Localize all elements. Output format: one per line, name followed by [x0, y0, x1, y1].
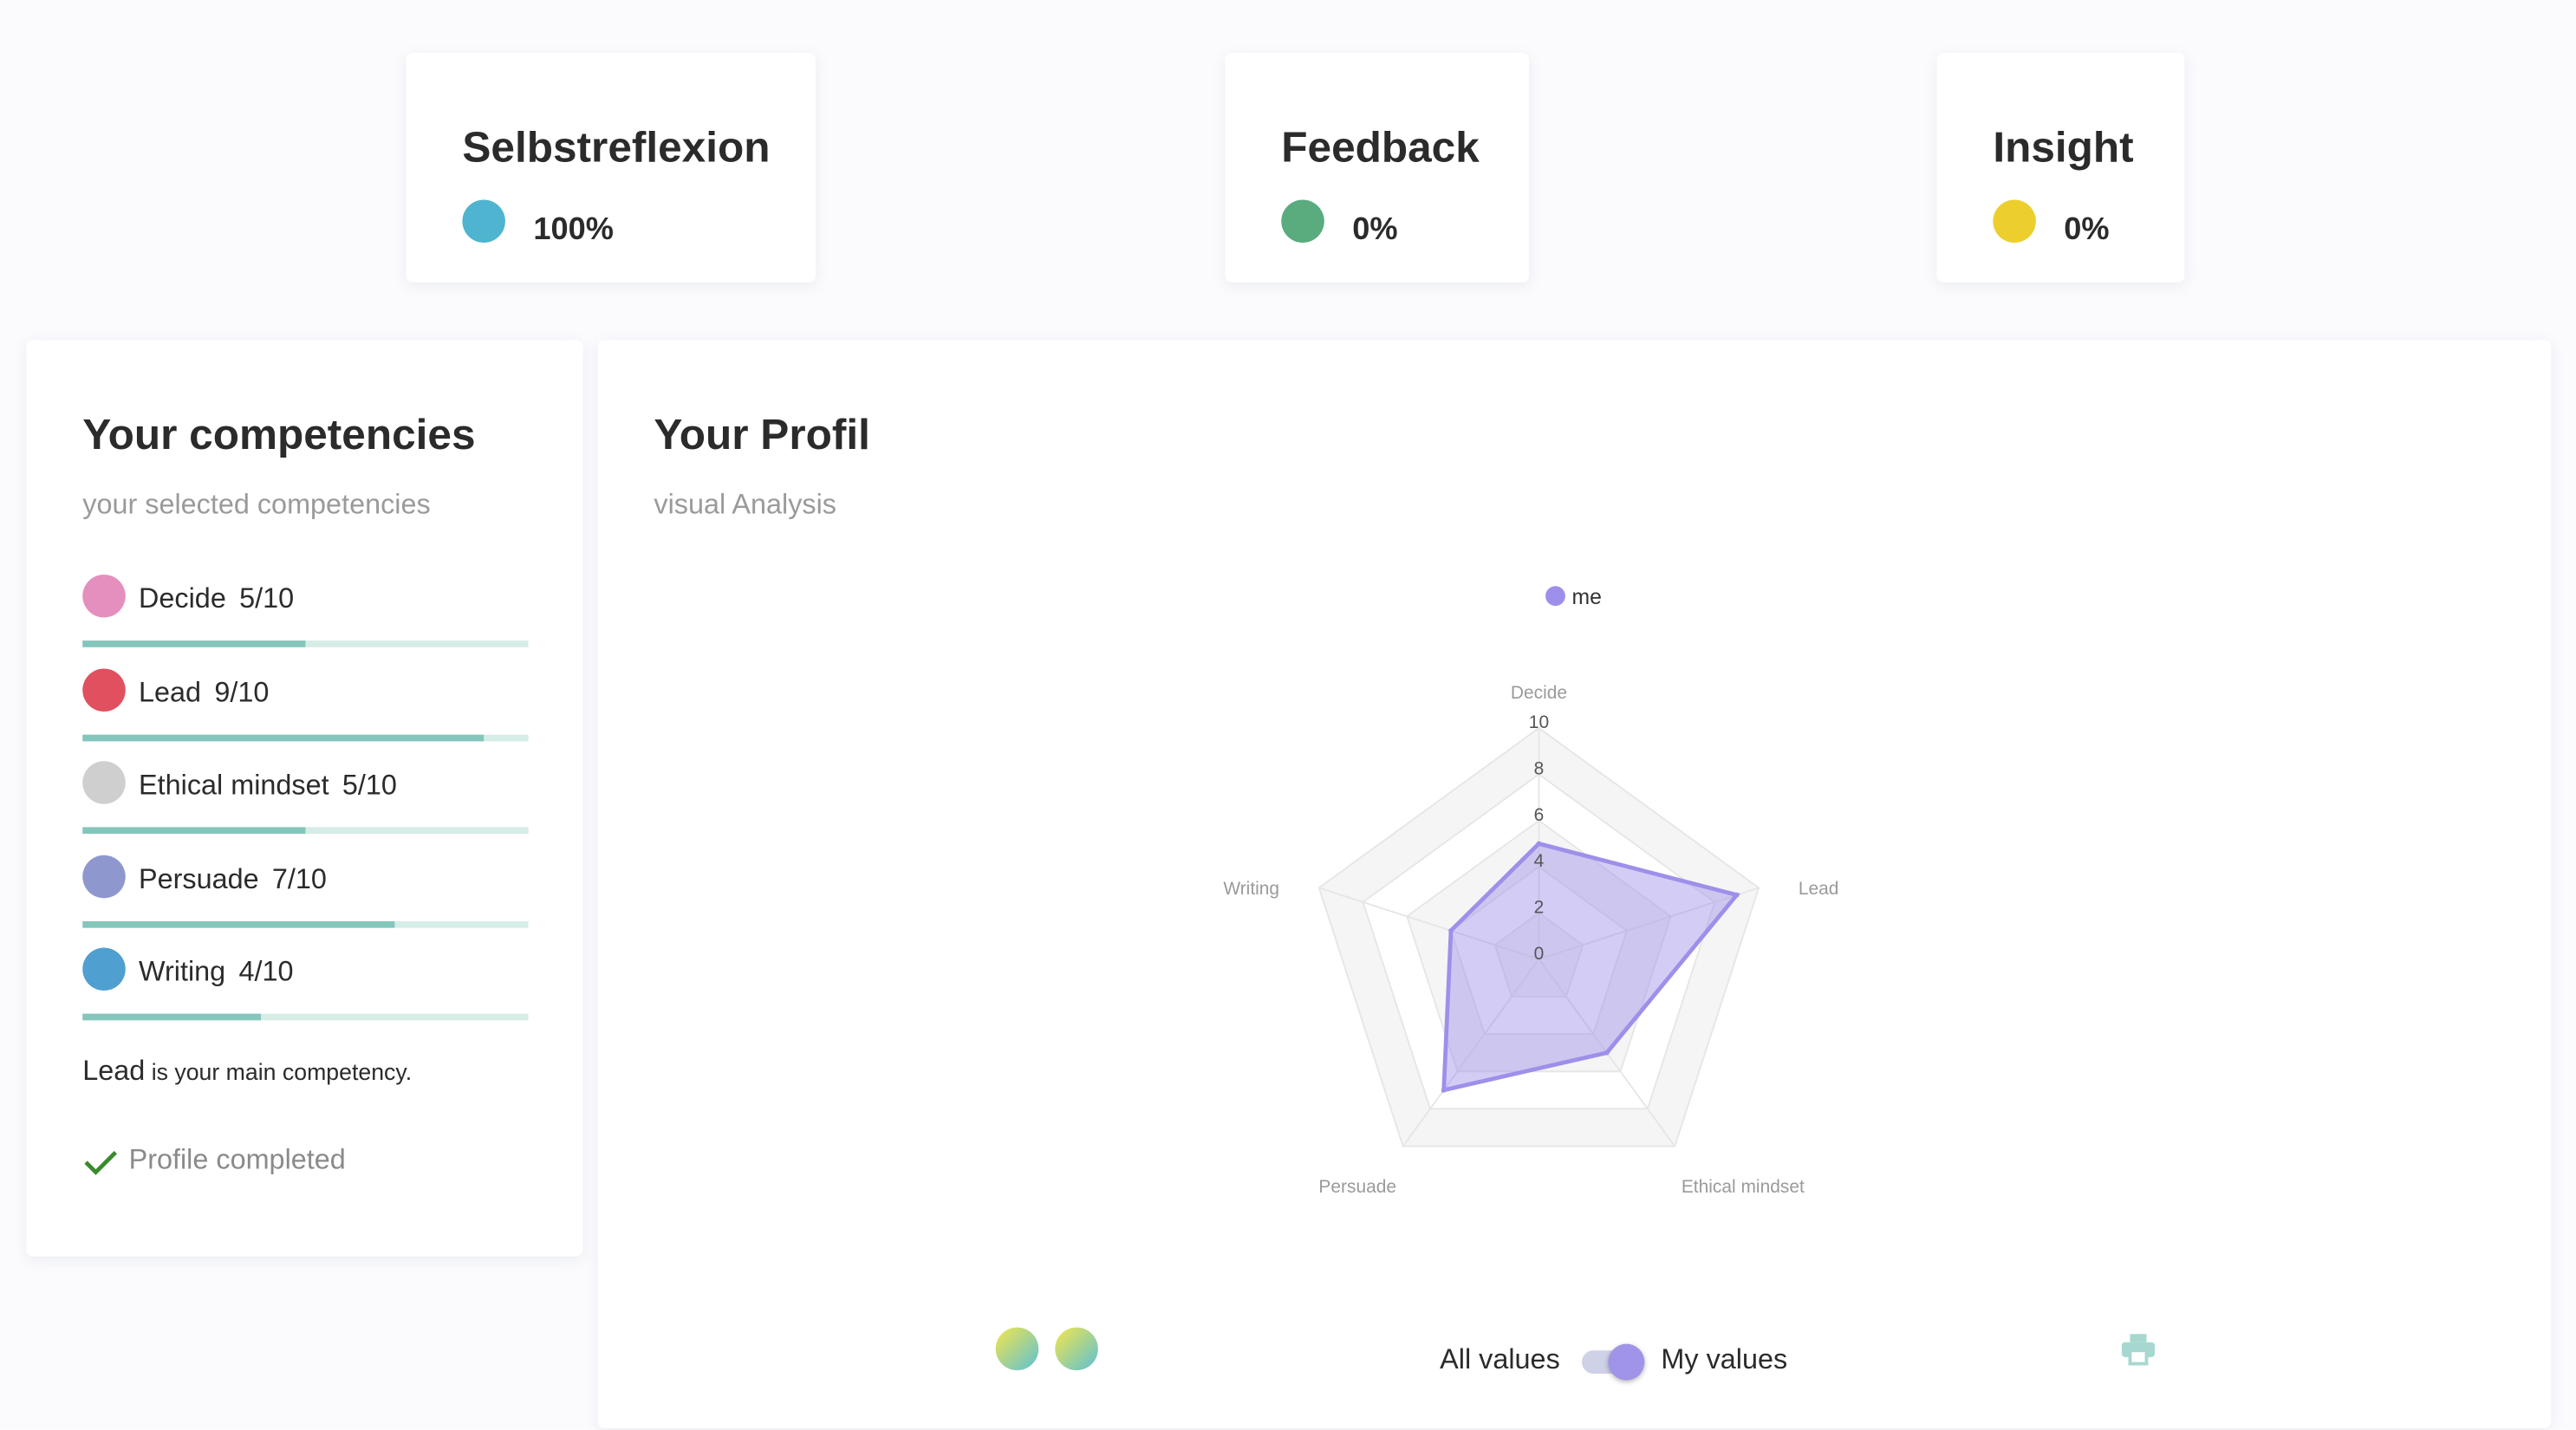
axis-line: [1538, 887, 1760, 960]
values-toggle[interactable]: [1581, 1343, 1645, 1381]
competency-icon: [82, 667, 126, 712]
tick-label: 6: [1534, 805, 1545, 825]
radar-view-icon[interactable]: [995, 1327, 1039, 1371]
stat-value: 0%: [1352, 212, 1398, 248]
competency-progress-bar: [82, 920, 529, 927]
data-point: [1603, 1050, 1610, 1056]
printer-icon[interactable]: [2120, 1330, 2156, 1367]
stat-title: Feedback: [1281, 121, 1480, 172]
competency-name: Lead: [139, 676, 202, 708]
tick-label: 8: [1534, 758, 1545, 778]
competency-score: 5/10: [239, 582, 295, 614]
competency-item: Writing 4/10: [82, 947, 529, 1021]
stat-card-feedback: Feedback 0%: [1225, 52, 1530, 283]
legend-label: me: [1572, 586, 1602, 609]
profile-status-label: Profile completed: [128, 1144, 346, 1176]
competency-icon: [82, 574, 126, 618]
competency-label: Decide 5/10: [139, 582, 294, 615]
stat-value: 100%: [533, 212, 614, 248]
competency-icon: [82, 854, 126, 898]
tick-label: 0: [1534, 944, 1545, 964]
stat-title: Selbstreflexion: [462, 121, 771, 172]
head-icon: [462, 199, 505, 244]
competency-label: Persuade 7/10: [139, 862, 327, 895]
competency-label: Ethical mindset 5/10: [139, 770, 397, 803]
stat-card-insight: Insight 0%: [1936, 52, 2185, 283]
competency-name: Persuade: [139, 862, 259, 894]
data-point: [1441, 1087, 1447, 1093]
stat-title: Insight: [1993, 121, 2134, 172]
competency-item: Persuade 7/10: [82, 854, 529, 927]
legend-marker: [1545, 586, 1565, 607]
competencies-title: Your competencies: [82, 409, 476, 459]
competency-item: Decide 5/10: [82, 574, 529, 647]
profile-title: Your Profil: [654, 409, 870, 459]
data-point: [1734, 892, 1740, 898]
axis-label: Ethical mindset: [1682, 1177, 1805, 1197]
competency-score: 7/10: [271, 862, 327, 894]
competency-icon: [82, 947, 126, 991]
competency-item: Lead 9/10: [82, 667, 529, 741]
profile-status: Profile completed: [82, 1144, 346, 1177]
profile-subtitle: visual Analysis: [654, 488, 837, 521]
axis-label: Writing: [1223, 879, 1279, 899]
radar-chart: 0 2 4 6 8 10 Decide Lead Ethical mindset Persuade…: [1223, 586, 1839, 1197]
competency-score: 9/10: [214, 676, 270, 708]
competencies-subtitle: your selected competencies: [82, 488, 431, 521]
competency-icon: [82, 761, 126, 804]
competency-progress-bar: [82, 1013, 529, 1021]
toggle-all-values-label[interactable]: All values: [1440, 1343, 1560, 1375]
line-chart-view-icon[interactable]: [1055, 1327, 1098, 1371]
axis-label: Decide: [1511, 683, 1567, 703]
competency-label: Lead 9/10: [139, 676, 269, 709]
competency-name: Ethical mindset: [139, 769, 329, 801]
series-area-me: [1441, 841, 1740, 1093]
competency-name: Writing: [139, 955, 226, 988]
main-competency-text: Lead is your main competency.: [82, 1055, 412, 1088]
tick-label: 4: [1534, 851, 1545, 871]
competency-label: Writing 4/10: [139, 956, 293, 989]
axis-line: [1402, 959, 1540, 1147]
check-icon: [84, 1150, 118, 1174]
data-point: [1536, 841, 1542, 847]
main-competency-name: Lead: [82, 1055, 146, 1087]
competency-progress-bar: [82, 733, 529, 741]
profile-panel: Your Profil visual Analysis 0 2 4 6 8 10 Decid…: [597, 340, 2552, 1428]
axis-line: [1318, 887, 1539, 960]
competencies-panel: Your competencies your selected competen…: [26, 340, 583, 1257]
main-competency-suffix: is your main competency.: [151, 1058, 413, 1085]
tick-label: 2: [1534, 897, 1545, 917]
stat-card-selbstreflexion: Selbstreflexion 100%: [406, 52, 816, 283]
toggle-my-values-label[interactable]: My values: [1661, 1343, 1788, 1375]
axis-label: Lead: [1799, 879, 1839, 899]
competency-name: Decide: [139, 582, 226, 614]
stars-person-icon: [1281, 199, 1324, 244]
competency-score: 5/10: [342, 769, 397, 801]
data-point: [1448, 927, 1454, 933]
competency-progress-bar: [82, 827, 529, 835]
stat-value: 0%: [2064, 212, 2110, 248]
competency-score: 4/10: [238, 955, 294, 988]
tick-label: 10: [1529, 712, 1549, 732]
competency-progress-bar: [82, 640, 529, 647]
axis-label: Persuade: [1318, 1177, 1396, 1197]
competency-item: Ethical mindset 5/10: [82, 761, 529, 835]
eye-icon: [1993, 199, 2036, 244]
